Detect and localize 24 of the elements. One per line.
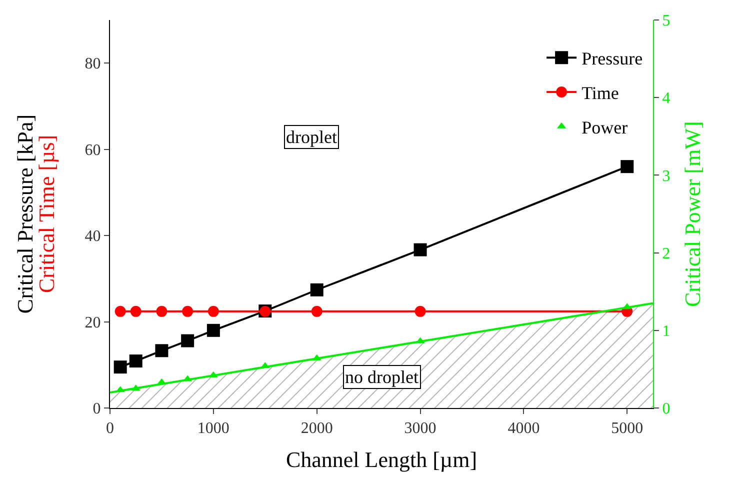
y-tick-label: 20: [84, 314, 101, 332]
y2-tick-label: 5: [662, 12, 670, 30]
y2-tick-label: 0: [662, 400, 670, 418]
y2-tick-label: 3: [662, 168, 670, 185]
y2-axis-title: Critical Power [mW]: [680, 121, 706, 307]
x-axis-title: Channel Length [µm]: [286, 447, 478, 472]
y-tick-label: 60: [84, 142, 101, 159]
legend-label: Pressure: [582, 48, 643, 69]
y2-tick-label: 2: [662, 245, 670, 262]
x-tick-label: 2000: [300, 420, 333, 438]
y-tick-label: 80: [84, 56, 101, 73]
y2-tick-label: 1: [662, 323, 670, 340]
x-tick-label: 4000: [508, 420, 540, 438]
y-tick-label: 40: [84, 228, 101, 246]
y2-tick-label: 4: [662, 90, 670, 108]
annotation: no droplet: [345, 367, 418, 387]
x-tick-label: 3000: [404, 420, 436, 438]
x-tick-label: 1000: [197, 420, 230, 438]
x-tick-label: 5000: [611, 420, 644, 438]
annotation: droplet: [286, 127, 337, 147]
legend-label: Time: [582, 83, 619, 104]
legend-label: Power: [582, 117, 628, 138]
y-tick-label: 0: [92, 400, 101, 418]
x-tick-label: 0: [106, 420, 114, 438]
